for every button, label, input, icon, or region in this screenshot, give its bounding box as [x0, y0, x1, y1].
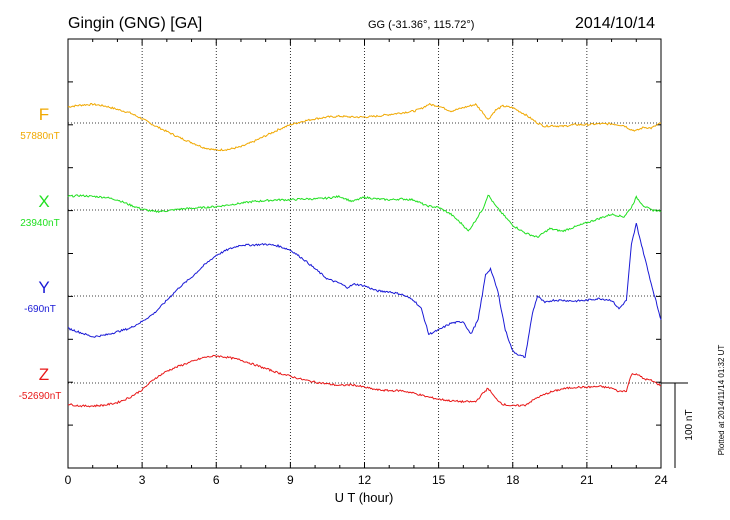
plotted-at-note: Plotted at 2014/11/14 01:32 UT [717, 345, 726, 456]
x-tick-label-12: 12 [358, 473, 372, 487]
series-name-f: F [39, 105, 49, 124]
series-name-z: Z [39, 365, 49, 384]
series-group [67, 102, 662, 408]
x-tick-labels: 0 3 6 9 12 15 18 21 24 [65, 473, 668, 487]
x-tick-label-6: 6 [213, 473, 220, 487]
series-baseline-x: 23940nT [20, 218, 59, 229]
station-coordinates: GG (-31.36°, 115.72°) [368, 19, 474, 31]
series-line-x [67, 194, 662, 238]
scale-bar-label: 100 nT [684, 409, 695, 440]
x-tick-label-18: 18 [506, 473, 520, 487]
series-name-y: Y [38, 278, 49, 297]
station-title: Gingin (GNG) [GA] [68, 15, 202, 32]
x-axis-title: U T (hour) [335, 490, 394, 505]
plot-date: 2014/10/14 [575, 15, 655, 32]
x-tick-label-15: 15 [432, 473, 446, 487]
series-line-y [67, 222, 662, 359]
axis-ticks [67, 38, 662, 469]
x-tick-label-24: 24 [654, 473, 668, 487]
series-name-x: X [38, 192, 49, 211]
series-baseline-z: -52690nT [19, 391, 62, 402]
grid-lines [68, 39, 661, 468]
series-labels: F 57880nT X 23940nT Y -690nT Z -52690nT [19, 105, 62, 402]
series-line-z [68, 354, 661, 408]
series-line-f [67, 102, 662, 152]
series-baseline-f: 57880nT [20, 131, 59, 142]
x-tick-label-9: 9 [287, 473, 294, 487]
plot-frame [67, 38, 662, 469]
x-tick-label-0: 0 [65, 473, 72, 487]
x-tick-label-3: 3 [139, 473, 146, 487]
series-baseline-y: -690nT [24, 304, 56, 315]
x-tick-label-21: 21 [580, 473, 594, 487]
